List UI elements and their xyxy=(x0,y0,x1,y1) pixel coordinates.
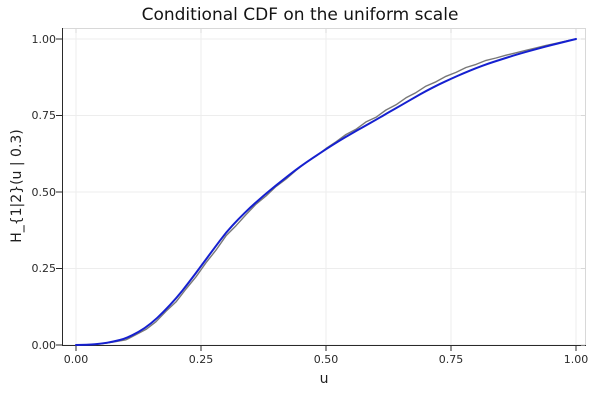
y-tick-label: 0.75 xyxy=(31,109,57,122)
y-tick-label: 0.25 xyxy=(31,262,57,275)
series-blue-smooth-line xyxy=(75,38,577,346)
x-axis-label: u xyxy=(319,371,329,387)
y-tick-label: 0.00 xyxy=(31,338,57,352)
plot-area xyxy=(56,28,586,351)
y-tick-label: 1.00 xyxy=(31,32,57,46)
x-tick-label: 0.50 xyxy=(313,353,339,366)
y-axis-label: H_{1|2}(u | 0.3) xyxy=(9,129,25,243)
x-tick-label: 1.00 xyxy=(563,353,589,366)
chart-canvas xyxy=(56,28,586,351)
x-tick-label: 0.25 xyxy=(188,353,214,366)
x-tick-label: 0.00 xyxy=(63,353,89,366)
y-tick-label: 0.50 xyxy=(31,185,57,199)
chart-title: Conditional CDF on the uniform scale xyxy=(141,5,459,25)
x-tick-label: 0.75 xyxy=(438,353,464,366)
